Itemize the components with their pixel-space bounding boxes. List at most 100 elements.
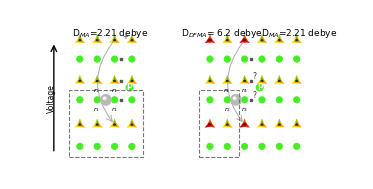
Polygon shape bbox=[78, 75, 82, 81]
Ellipse shape bbox=[103, 97, 106, 100]
Polygon shape bbox=[261, 37, 263, 40]
Polygon shape bbox=[114, 39, 117, 42]
Polygon shape bbox=[227, 80, 230, 83]
Polygon shape bbox=[292, 38, 298, 43]
Polygon shape bbox=[244, 78, 246, 81]
Circle shape bbox=[114, 124, 115, 125]
Text: ?: ? bbox=[253, 72, 257, 81]
Polygon shape bbox=[131, 80, 135, 83]
Ellipse shape bbox=[100, 94, 112, 105]
Polygon shape bbox=[110, 123, 116, 127]
Ellipse shape bbox=[259, 97, 265, 103]
Ellipse shape bbox=[224, 56, 231, 62]
Polygon shape bbox=[292, 79, 298, 84]
Ellipse shape bbox=[241, 56, 248, 62]
Polygon shape bbox=[225, 34, 229, 40]
Polygon shape bbox=[261, 121, 263, 125]
Polygon shape bbox=[129, 39, 132, 42]
Polygon shape bbox=[294, 123, 297, 126]
Polygon shape bbox=[114, 80, 117, 83]
Polygon shape bbox=[127, 38, 133, 43]
Polygon shape bbox=[279, 39, 282, 42]
Polygon shape bbox=[207, 123, 211, 126]
Polygon shape bbox=[222, 79, 228, 84]
Polygon shape bbox=[131, 38, 137, 43]
Ellipse shape bbox=[256, 84, 263, 91]
Polygon shape bbox=[209, 79, 215, 84]
Polygon shape bbox=[261, 78, 263, 81]
Polygon shape bbox=[244, 38, 250, 43]
Polygon shape bbox=[227, 39, 230, 42]
Polygon shape bbox=[261, 79, 267, 84]
Polygon shape bbox=[209, 80, 213, 83]
Polygon shape bbox=[294, 75, 299, 81]
Polygon shape bbox=[127, 79, 133, 84]
Polygon shape bbox=[244, 39, 247, 42]
Polygon shape bbox=[129, 80, 132, 83]
Polygon shape bbox=[78, 34, 82, 40]
Polygon shape bbox=[226, 78, 229, 81]
Polygon shape bbox=[208, 75, 212, 81]
Circle shape bbox=[209, 124, 211, 125]
Text: P: P bbox=[127, 83, 132, 92]
Polygon shape bbox=[277, 119, 282, 125]
Polygon shape bbox=[113, 79, 119, 84]
Polygon shape bbox=[79, 123, 85, 127]
Polygon shape bbox=[294, 39, 297, 42]
Polygon shape bbox=[260, 34, 264, 40]
Ellipse shape bbox=[231, 94, 242, 105]
Polygon shape bbox=[276, 123, 280, 126]
Polygon shape bbox=[225, 119, 229, 125]
Polygon shape bbox=[226, 123, 232, 127]
Polygon shape bbox=[227, 123, 230, 126]
Polygon shape bbox=[225, 80, 228, 83]
Ellipse shape bbox=[294, 143, 300, 149]
Polygon shape bbox=[222, 38, 228, 43]
Text: $r_1$: $r_1$ bbox=[111, 86, 118, 95]
Polygon shape bbox=[278, 78, 280, 81]
Polygon shape bbox=[261, 39, 265, 42]
Circle shape bbox=[296, 124, 297, 125]
Polygon shape bbox=[113, 78, 116, 81]
Polygon shape bbox=[113, 38, 119, 43]
Polygon shape bbox=[278, 123, 284, 127]
Ellipse shape bbox=[224, 143, 231, 149]
Polygon shape bbox=[257, 123, 263, 127]
Polygon shape bbox=[240, 38, 246, 43]
Polygon shape bbox=[77, 80, 81, 83]
Polygon shape bbox=[296, 80, 300, 83]
Polygon shape bbox=[77, 123, 81, 126]
Ellipse shape bbox=[259, 56, 265, 62]
Ellipse shape bbox=[104, 98, 105, 99]
Polygon shape bbox=[226, 121, 229, 125]
Polygon shape bbox=[130, 75, 134, 81]
Ellipse shape bbox=[129, 56, 135, 62]
Polygon shape bbox=[276, 39, 280, 42]
Polygon shape bbox=[242, 34, 247, 40]
Polygon shape bbox=[96, 37, 98, 40]
Polygon shape bbox=[96, 38, 102, 43]
Circle shape bbox=[261, 124, 263, 125]
Polygon shape bbox=[242, 75, 247, 81]
Polygon shape bbox=[295, 79, 302, 84]
Polygon shape bbox=[259, 123, 263, 126]
Polygon shape bbox=[240, 123, 246, 127]
Text: Voltage: Voltage bbox=[47, 84, 56, 113]
Polygon shape bbox=[79, 79, 85, 84]
Polygon shape bbox=[257, 38, 263, 43]
Polygon shape bbox=[92, 79, 98, 84]
Ellipse shape bbox=[276, 97, 283, 103]
Polygon shape bbox=[113, 121, 116, 125]
Ellipse shape bbox=[276, 143, 283, 149]
Text: D$_{DFMA}$= 6.2 debye: D$_{DFMA}$= 6.2 debye bbox=[181, 27, 263, 40]
Polygon shape bbox=[226, 38, 232, 43]
Polygon shape bbox=[95, 119, 100, 125]
Polygon shape bbox=[278, 38, 284, 43]
Polygon shape bbox=[226, 37, 229, 40]
Polygon shape bbox=[112, 34, 117, 40]
Polygon shape bbox=[222, 123, 228, 127]
Polygon shape bbox=[295, 121, 298, 125]
Polygon shape bbox=[97, 39, 100, 42]
Polygon shape bbox=[207, 80, 211, 83]
Ellipse shape bbox=[207, 97, 213, 103]
